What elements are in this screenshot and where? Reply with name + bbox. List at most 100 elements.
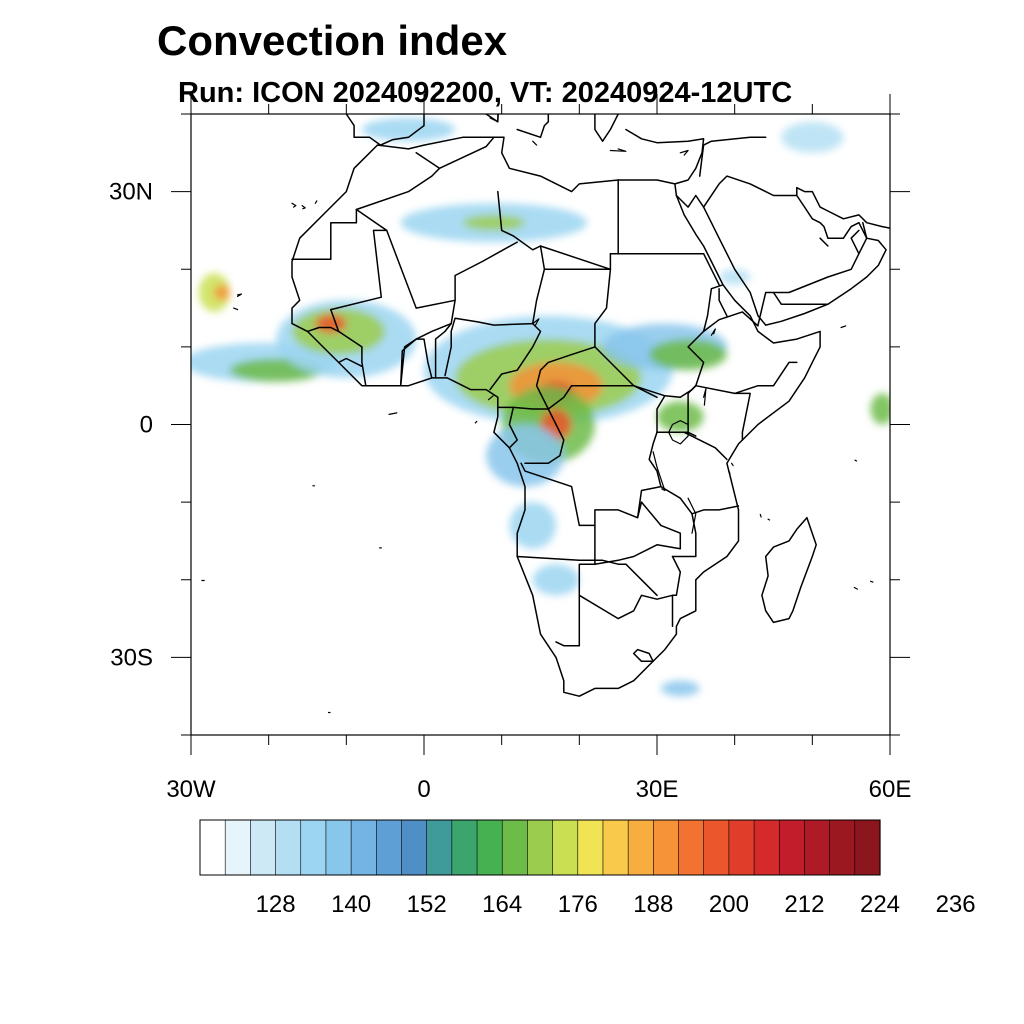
colorbar-swatch [778,819,806,876]
colorbar-label: 152 [407,891,447,918]
country-border [850,229,860,239]
country-border [531,245,546,325]
colorbar-swatch [401,819,428,876]
colorbar-label: 140 [331,891,371,918]
island-outline [854,459,858,462]
lat-tick-label: 30S [110,644,153,671]
island-outline [237,293,243,297]
colorbar-swatch [627,819,654,876]
colorbar-swatch [527,819,554,876]
country-border [337,357,363,368]
island-outline [679,149,689,156]
colorbar-swatch [300,819,327,876]
island-outline [487,395,494,401]
lake-outline [703,388,707,406]
colorbar-label: 224 [860,891,900,918]
island-outline [291,202,297,208]
convective-area [462,214,525,231]
convection-field-layer [191,117,890,697]
lake-outline [687,497,697,534]
country-border [330,308,367,387]
island-outline [759,513,762,518]
convective-area [509,502,556,549]
convective-area [198,273,230,312]
country-border [702,252,720,286]
map-outline-layer [201,114,890,714]
country-border [438,136,495,170]
colorbar-label: 164 [482,891,522,918]
convective-area [315,314,347,333]
country-border [547,384,635,410]
colorbar-swatch [804,819,831,876]
country-border [858,221,868,255]
colorbar-label: 212 [784,891,824,918]
colorbar-swatch [653,819,680,876]
colorbar-frame [199,819,881,876]
map-subtitle: Run: ICON 2024092200, VT: 20240924-12UTC [178,77,792,109]
lon-tick-label: 30W [166,776,216,803]
axis-ticks: 30N 0 30S 30W 0 30E 60E [109,94,911,803]
island-outline [840,325,847,329]
island-outline [489,114,499,123]
lat-tick-label: 0 [140,412,153,439]
island-outline [301,205,306,210]
colorbar-swatch [375,819,403,876]
country-border [687,384,697,434]
coastline [625,128,705,185]
convective-area [214,284,230,301]
country-border [702,311,759,333]
colorbar-swatch [829,819,856,876]
colorbar-swatch [199,819,226,876]
country-border [508,406,518,449]
country-border [594,268,724,399]
island-outline [609,148,627,152]
country-border [516,555,627,565]
country-border [497,346,596,410]
colorbar-label: 200 [709,891,749,918]
island-outline [474,420,478,424]
colorbar-label: 176 [558,891,598,918]
colorbar-swatch [275,819,302,876]
convective-area [660,680,700,697]
country-border [733,361,798,395]
convective-area [870,393,890,425]
country-border [671,555,682,597]
country-border [656,431,728,461]
country-border [306,326,340,333]
convective-area [486,424,564,487]
country-border [819,237,829,247]
coastline [516,114,550,139]
colorbar-swatch [577,819,604,876]
country-border [291,208,358,260]
island-outline [314,200,318,204]
map-title: Convection index [157,17,508,64]
lon-tick-label: 60E [869,776,912,803]
country-border [698,136,767,177]
country-border [520,431,662,527]
country-border [524,408,565,465]
colorbar-swatch [678,819,705,876]
country-border [555,563,596,647]
lake-outline [532,318,540,327]
colorbar-swatch [350,819,377,876]
colorbar-swatch [426,819,453,876]
lake-outline [652,451,666,492]
country-border [578,594,674,628]
colorbar-label: 236 [936,891,976,918]
convective-area [657,401,704,433]
colorbar-swatch [451,819,478,876]
country-border [385,229,518,309]
country-border [444,317,534,377]
colorbar-swatch [501,819,529,876]
lake-outline [668,420,689,445]
colorbar-swatch [728,819,755,876]
country-border [489,322,542,391]
colorbar-swatch [703,819,730,876]
colorbar-swatch [325,819,352,876]
coastline [796,186,890,229]
colorbar-swatch [552,819,579,876]
country-border [355,152,441,211]
island-outline [233,307,239,311]
coastline [345,114,425,146]
